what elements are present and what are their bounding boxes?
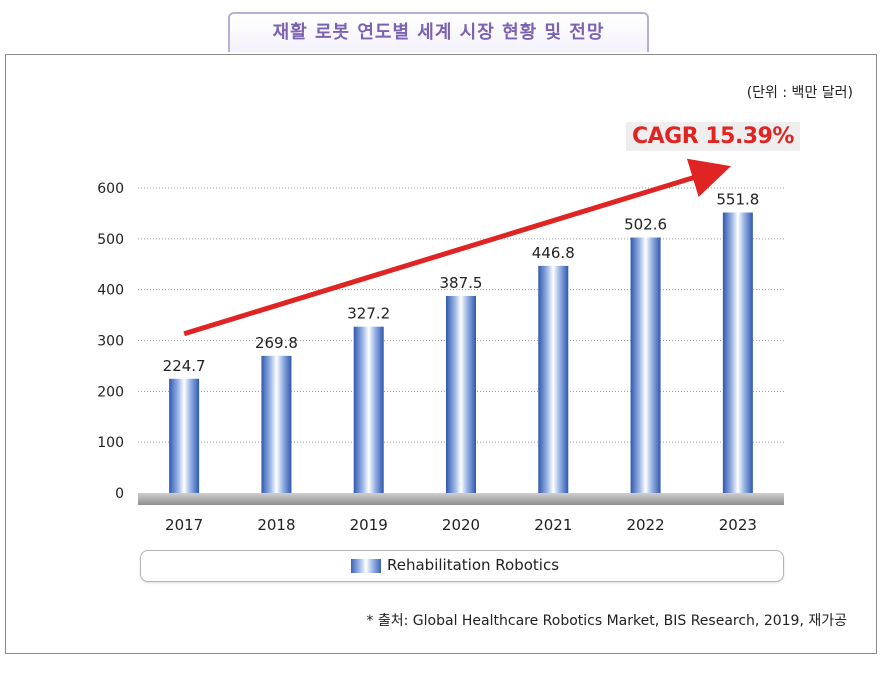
bar-value-label: 502.6 xyxy=(624,216,667,234)
axis-floor xyxy=(138,493,784,505)
bar-value-label: 446.8 xyxy=(532,244,575,262)
chart-title: 재활 로봇 연도별 세계 시장 현황 및 전망 xyxy=(228,12,649,52)
bar xyxy=(353,326,384,493)
bar-value-label: 551.8 xyxy=(716,191,759,209)
bar xyxy=(722,212,753,494)
trend-arrow xyxy=(183,158,731,337)
y-tick-label: 100 xyxy=(97,435,124,451)
y-tick-label: 0 xyxy=(115,486,124,502)
x-tick-label: 2023 xyxy=(719,516,757,534)
bar xyxy=(261,355,292,493)
y-tick-label: 500 xyxy=(97,232,124,248)
bar xyxy=(446,296,476,493)
legend-label: Rehabilitation Robotics xyxy=(387,556,560,574)
y-tick-label: 600 xyxy=(97,181,124,197)
bar-value-label: 224.7 xyxy=(163,357,206,375)
bar-value-label: 269.8 xyxy=(255,334,298,352)
bar xyxy=(538,265,569,493)
cagr-label: CAGR 15.39% xyxy=(626,122,800,151)
bar xyxy=(630,237,661,493)
unit-label: (단위 : 백만 달러) xyxy=(746,85,853,101)
legend: Rehabilitation Robotics xyxy=(140,550,784,582)
y-tick-label: 200 xyxy=(97,384,124,400)
bar-value-label: 327.2 xyxy=(347,305,390,323)
x-tick-label: 2018 xyxy=(257,516,295,534)
source-note: * 출처: Global Healthcare Robotics Market,… xyxy=(366,613,847,629)
x-tick-label: 2022 xyxy=(626,516,664,534)
y-tick-label: 400 xyxy=(97,283,124,299)
x-tick-label: 2020 xyxy=(442,516,480,534)
bar-value-label: 387.5 xyxy=(440,274,483,292)
x-tick-label: 2017 xyxy=(165,516,203,534)
legend-swatch xyxy=(351,559,381,573)
x-tick-label: 2019 xyxy=(350,516,388,534)
y-tick-label: 300 xyxy=(97,334,124,350)
bar xyxy=(169,378,200,493)
x-tick-label: 2021 xyxy=(534,516,572,534)
